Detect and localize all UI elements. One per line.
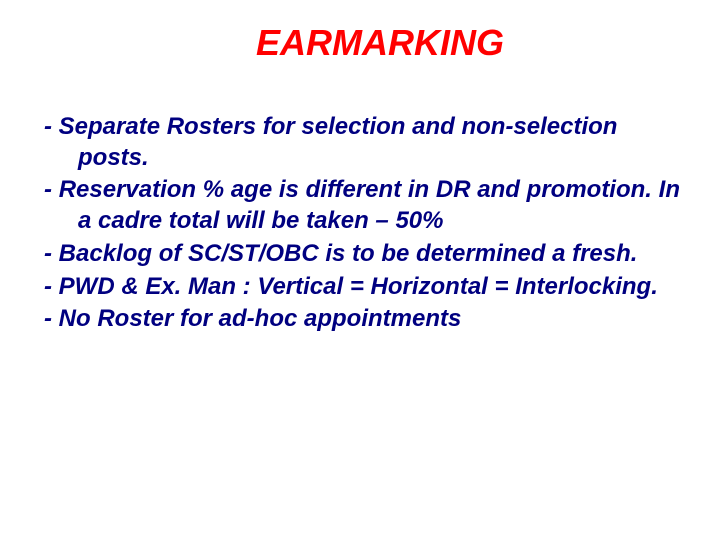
slide: EARMARKING - Separate Rosters for select… [0,0,720,540]
bullet-item: - Backlog of SC/ST/OBC is to be determin… [44,239,680,270]
bullet-item: - Separate Rosters for selection and non… [44,112,680,173]
bullet-item: - No Roster for ad-hoc appointments [44,304,680,335]
bullet-list: - Separate Rosters for selection and non… [40,112,680,335]
bullet-item: - PWD & Ex. Man : Vertical = Horizontal … [44,272,680,303]
slide-title: EARMARKING [80,22,680,64]
bullet-item: - Reservation % age is different in DR a… [44,175,680,236]
